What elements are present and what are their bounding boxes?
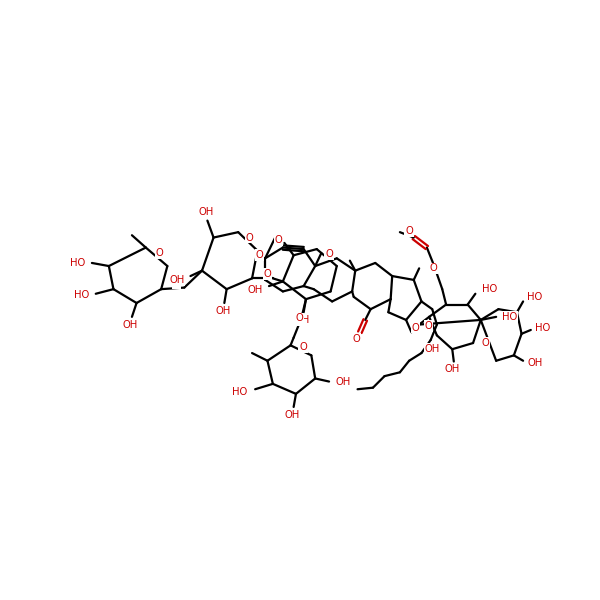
Text: HO: HO: [74, 290, 89, 300]
Text: OH: OH: [123, 320, 138, 329]
Text: OH: OH: [284, 410, 300, 419]
Text: O: O: [412, 323, 419, 332]
Text: OH: OH: [169, 275, 184, 285]
Text: OH: OH: [248, 285, 263, 295]
Text: O: O: [156, 248, 164, 258]
Text: HO: HO: [535, 323, 550, 332]
Text: O: O: [405, 226, 413, 236]
Text: O: O: [352, 334, 360, 344]
Text: O: O: [429, 263, 437, 274]
Text: O: O: [481, 338, 489, 348]
Text: O: O: [263, 269, 271, 279]
Text: OH: OH: [445, 364, 460, 374]
Text: O: O: [246, 233, 254, 242]
Text: HO: HO: [70, 258, 86, 268]
Text: OH: OH: [198, 207, 214, 217]
Text: OH: OH: [295, 315, 310, 325]
Text: OH: OH: [528, 358, 543, 368]
Text: HO: HO: [502, 312, 518, 322]
Text: OH: OH: [335, 377, 350, 386]
Text: O: O: [425, 321, 432, 331]
Text: HO: HO: [527, 292, 542, 302]
Text: O: O: [296, 313, 304, 323]
Text: O: O: [274, 235, 282, 245]
Text: O: O: [299, 342, 307, 352]
Text: O: O: [325, 249, 333, 259]
Text: O: O: [173, 278, 181, 288]
Text: HO: HO: [482, 284, 497, 294]
Text: OH: OH: [215, 305, 230, 316]
Text: OH: OH: [425, 344, 440, 354]
Text: HO: HO: [232, 388, 247, 397]
Text: O: O: [256, 250, 263, 260]
